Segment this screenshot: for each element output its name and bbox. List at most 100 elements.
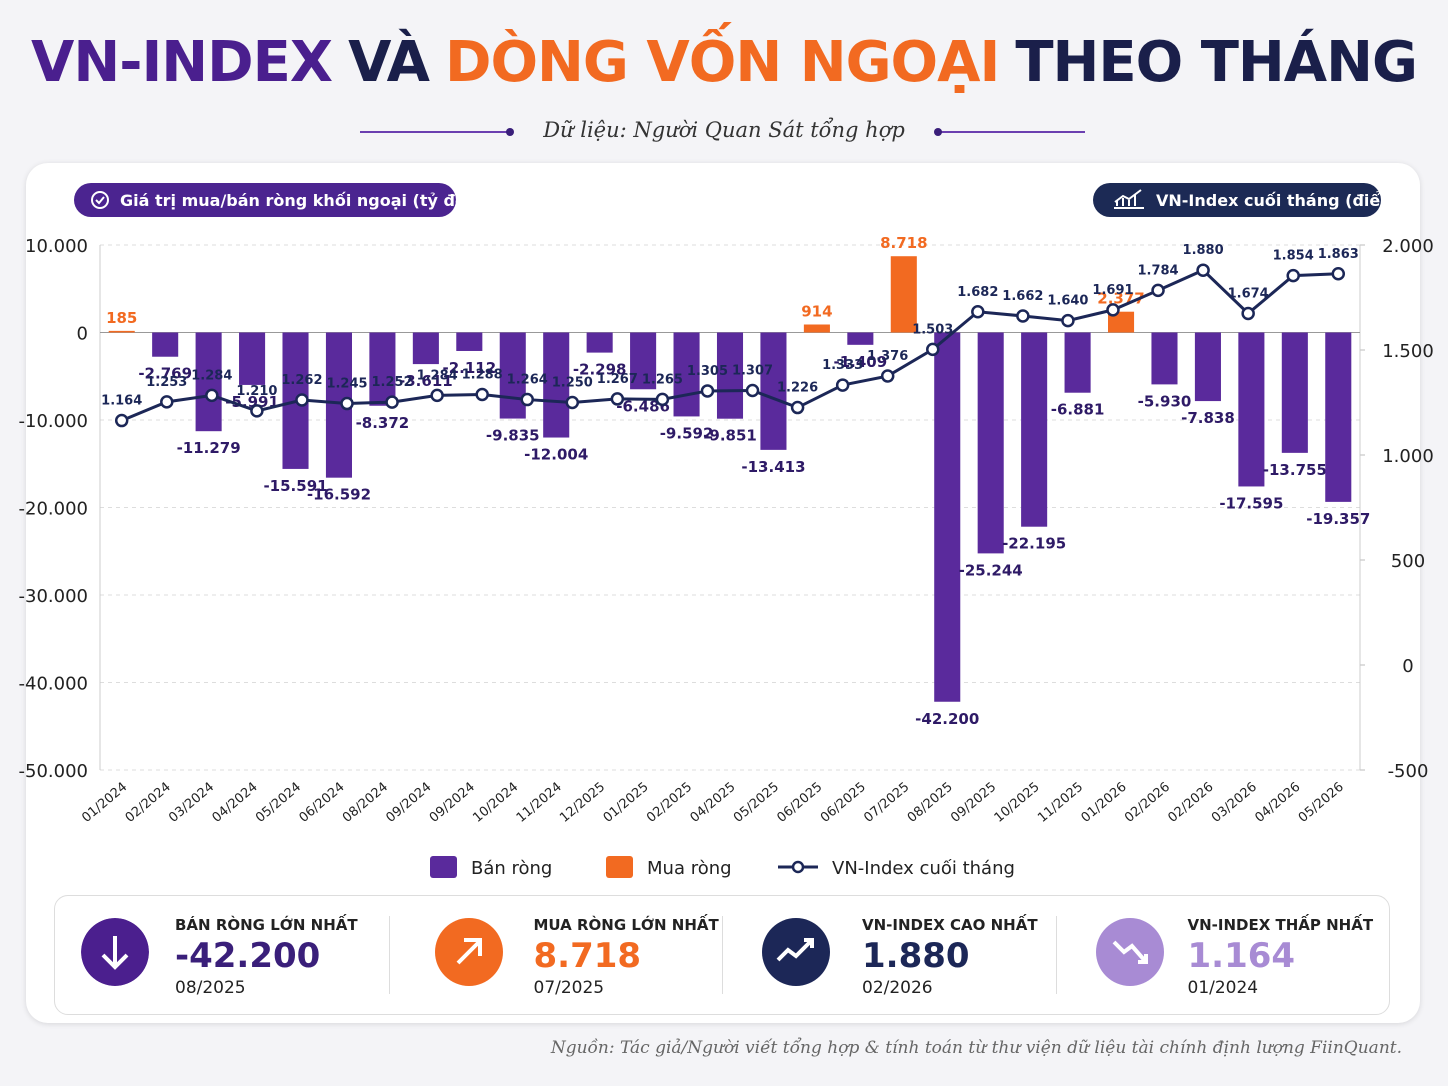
index-value-label: 1.305 — [687, 364, 728, 379]
bar-value-label: -5.991 — [225, 393, 279, 411]
index-point — [114, 413, 129, 428]
legend-label: Bán ròng — [471, 858, 552, 879]
y2-tick-label: 2.000 — [1382, 236, 1434, 257]
x-tick-label: 02/2024 — [123, 780, 174, 826]
index-point — [971, 305, 985, 319]
y2-tick-label: 1.000 — [1382, 446, 1434, 467]
right-axis-chip — [1093, 183, 1381, 217]
bar-value-label: -2.298 — [573, 361, 627, 379]
index-point — [340, 396, 354, 411]
x-tick-label: 04/2025 — [688, 780, 739, 826]
index-value-label: 1.164 — [101, 394, 142, 409]
bar-value-label: 8.718 — [880, 234, 927, 252]
title-part: VÀ — [348, 30, 430, 95]
y-tick-label: -40.000 — [19, 674, 88, 695]
bar — [760, 332, 787, 450]
bar — [412, 332, 439, 365]
bar — [108, 330, 135, 333]
index-value-label: 1.674 — [1228, 286, 1269, 301]
index-point — [1331, 267, 1346, 281]
bar — [1325, 332, 1352, 502]
index-point — [790, 400, 805, 415]
bar — [1021, 332, 1048, 527]
bar-value-label: 2.377 — [1097, 290, 1144, 308]
index-point — [430, 388, 444, 403]
index-point — [1286, 268, 1300, 283]
index-point — [1241, 306, 1255, 321]
x-tick-label: 08/2025 — [905, 780, 956, 826]
bar — [847, 332, 874, 345]
index-value-label: 1.252 — [372, 375, 413, 390]
bar-value-label: 185 — [106, 309, 137, 327]
bar-value-label: 914 — [801, 303, 832, 321]
index-value-label: 1.784 — [1137, 263, 1178, 278]
title-part: VN-INDEX — [31, 30, 333, 95]
index-value-label: 1.267 — [597, 372, 638, 387]
bar-value-label: -25.244 — [959, 561, 1023, 579]
stat-value: 8.718 — [533, 936, 642, 976]
y2-tick-label: 1.500 — [1382, 341, 1434, 362]
stat-card: VN-INDEX THẤP NHẤT 1.164 01/2024 — [1055, 896, 1390, 1014]
y-tick-label: -10.000 — [19, 411, 88, 432]
bar-value-label: -13.413 — [741, 458, 805, 476]
index-point — [1151, 283, 1165, 298]
x-tick-label: 06/2025 — [818, 780, 869, 826]
index-value-label: 1.854 — [1273, 249, 1314, 264]
index-value-label: 1.333 — [822, 358, 863, 373]
title: VN-INDEX VÀ DÒNG VỐN NGOẠI THEO THÁNG — [0, 30, 1448, 95]
stat-value: 1.164 — [1187, 936, 1296, 976]
title-part: THEO THÁNG — [1015, 30, 1418, 95]
x-tick-label: 06/2024 — [297, 780, 348, 826]
bar — [890, 256, 917, 333]
stat-date: 02/2026 — [862, 978, 933, 998]
index-value-label: 1.376 — [867, 349, 908, 364]
bar-value-label: -9.835 — [486, 427, 540, 445]
index-point — [385, 395, 399, 409]
bar — [586, 332, 613, 353]
chart-panel — [26, 163, 1420, 1023]
stat-label: VN-INDEX THẤP NHẤT — [1187, 916, 1374, 934]
bar — [1194, 332, 1221, 402]
index-line — [121, 268, 1339, 422]
bar — [1238, 332, 1265, 487]
stat-icon — [434, 918, 503, 986]
bar — [152, 332, 179, 357]
left-axis-chip — [74, 183, 456, 217]
index-value-label: 1.264 — [507, 373, 548, 388]
index-point — [1016, 309, 1030, 323]
bar-value-label: -6.881 — [1051, 401, 1105, 419]
y2-tick-label: -500 — [1388, 761, 1429, 782]
index-value-label: 1.880 — [1183, 243, 1224, 258]
stat-icon — [762, 918, 830, 986]
index-point — [565, 395, 580, 410]
bar — [369, 332, 396, 406]
x-tick-label: 08/2024 — [340, 780, 391, 826]
index-value-label: 1.262 — [281, 373, 322, 388]
y-tick-label: -20.000 — [19, 499, 88, 520]
x-tick-label: 03/2026 — [1209, 780, 1260, 826]
stat-value: -42.200 — [175, 936, 321, 976]
index-value-label: 1.503 — [912, 322, 953, 337]
bar-value-label: -42.200 — [915, 710, 979, 728]
index-value-label: 1.245 — [326, 377, 367, 392]
stat-date: 08/2025 — [175, 978, 246, 998]
bar-value-label: -1.409 — [834, 353, 888, 371]
bar — [456, 332, 483, 351]
stat-card: BÁN RÒNG LỚN NHẤT -42.200 08/2025 — [55, 896, 389, 1014]
index-value-label: 1.284 — [417, 368, 458, 383]
stat-date: 01/2024 — [1187, 978, 1259, 998]
index-value-label: 1.682 — [957, 285, 998, 300]
index-point — [700, 384, 715, 398]
x-tick-label: 11/2025 — [1035, 780, 1086, 826]
legend-label: VN-Index cuối tháng — [832, 858, 1015, 879]
x-tick-label: 01/2026 — [1079, 780, 1130, 826]
x-tick-label: 12/2025 — [557, 780, 608, 826]
x-tick-label: 05/2026 — [1296, 780, 1347, 826]
x-tick-label: 01/2025 — [601, 780, 652, 826]
legend-label: Mua ròng — [647, 858, 732, 879]
index-value-label: 1.307 — [732, 364, 773, 379]
bar — [543, 332, 570, 438]
index-value-label: 1.265 — [642, 372, 683, 387]
bar-value-label: -13.755 — [1263, 461, 1327, 479]
